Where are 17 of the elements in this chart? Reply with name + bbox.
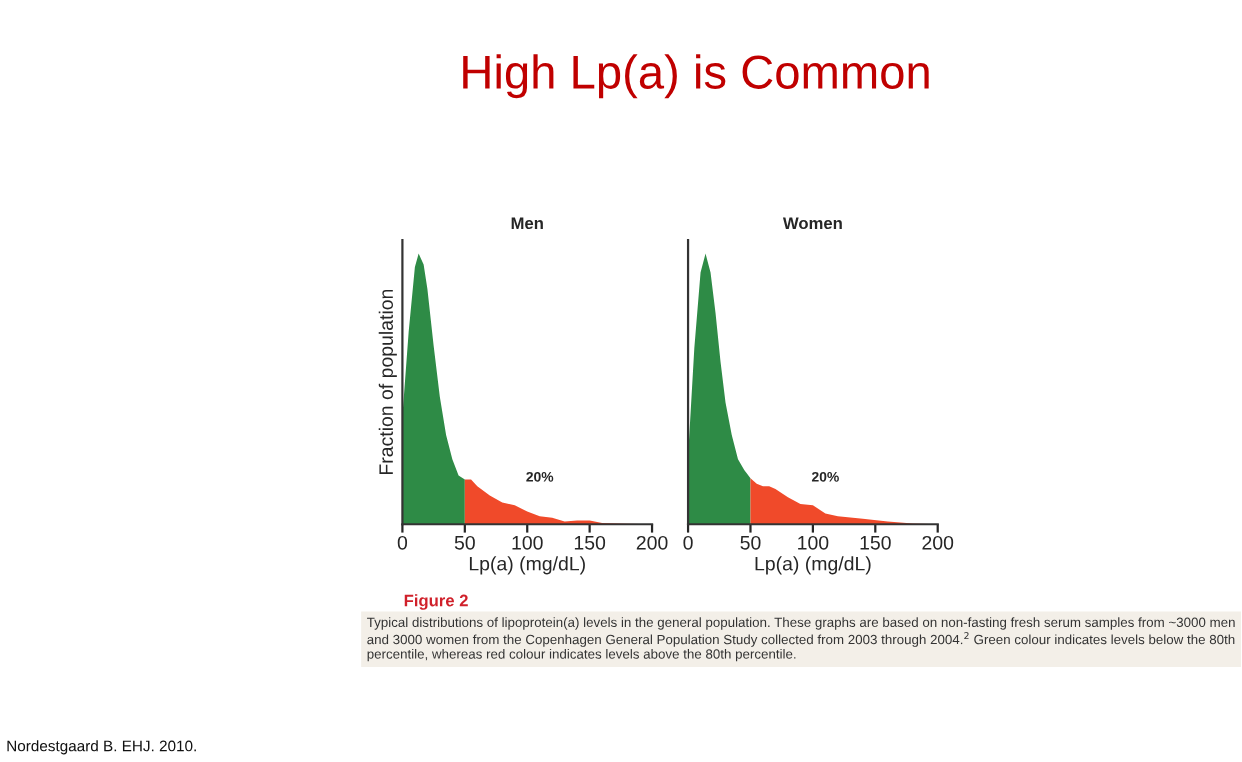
x-tick-label: 50 [454, 535, 475, 550]
text: High Lp(a) is Common [463, 54, 929, 99]
y-axis-title: Fraction of population [378, 289, 397, 475]
x-tick-label: 100 [798, 535, 829, 550]
x-tick-label: 200 [922, 535, 954, 550]
chart-title: Men [511, 217, 543, 230]
x-axis-title: Lp(a) (mg/dL) [755, 556, 871, 575]
x-tick-label: 150 [860, 535, 891, 550]
x-tick-label: 50 [740, 535, 761, 550]
chart-title: Women [782, 217, 842, 230]
x-tick-label: 100 [512, 535, 543, 550]
x-tick-label: 150 [574, 535, 606, 550]
x-tick-label: 200 [636, 535, 668, 550]
x-axis-title: Lp(a) (mg/dL) [469, 556, 585, 575]
x-tick-label: 0 [397, 535, 408, 550]
x-tick-label: 0 [683, 535, 693, 550]
caption: Figure 2 [404, 594, 468, 610]
